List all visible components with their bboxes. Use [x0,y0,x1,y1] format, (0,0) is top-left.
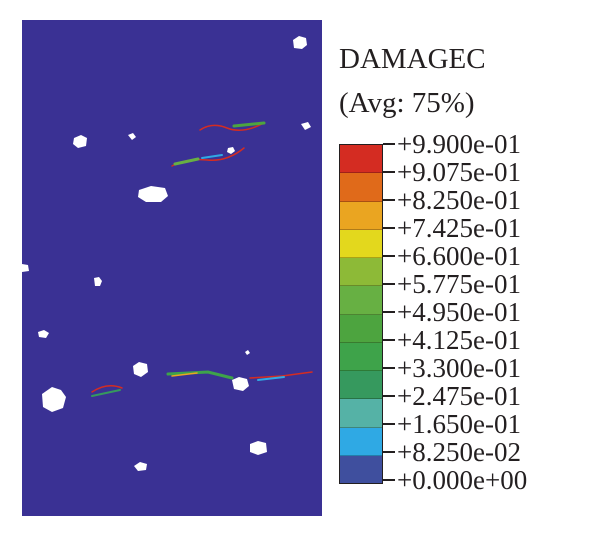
crack [91,385,123,393]
legend-tick [383,255,395,257]
legend-swatch [340,258,382,287]
void [133,362,148,377]
void [134,462,147,471]
legend-tick-label: +0.000e+00 [397,465,528,495]
void [301,122,311,130]
legend-tick-label: +2.475e-01 [397,381,521,411]
void [94,277,102,286]
legend-swatch [340,201,382,230]
crack [166,370,234,380]
void [250,441,267,455]
legend-tick-label: +4.125e-01 [397,325,521,355]
legend-tick [383,395,395,397]
voids [22,36,311,471]
crack [201,154,223,159]
cracks [91,121,313,397]
legend-tick-label: +8.250e-02 [397,437,521,467]
crack [91,389,121,397]
legend-color-bar [339,144,383,484]
void [138,186,168,202]
specimen-background [22,20,322,516]
void [42,387,66,412]
crack [257,376,285,381]
void [22,264,29,272]
legend-tick-label: +5.775e-01 [397,269,521,299]
legend-swatch [340,399,382,428]
legend-swatch [340,145,382,174]
legend-tick-label: +9.900e-01 [397,129,521,159]
void [227,147,235,154]
legend-tick [383,423,395,425]
legend-tick-label: +1.650e-01 [397,409,521,439]
legend-tick [383,339,395,341]
legend-swatch [340,455,382,483]
legend-tick [383,283,395,285]
contour-plot [22,20,322,516]
legend-tick [383,451,395,453]
legend-tick-label: +6.600e-01 [397,241,521,271]
crack [171,372,198,377]
legend-tick [383,171,395,173]
void [245,350,250,355]
legend-tick [383,143,395,145]
legend-swatch [340,342,382,371]
legend-swatch [340,229,382,258]
void [38,330,49,338]
legend-tick [383,227,395,229]
void [128,133,136,140]
legend-tick [383,479,395,481]
crack [199,123,263,131]
legend-swatch [340,286,382,315]
legend-tick-label: +3.300e-01 [397,353,521,383]
crack [249,371,313,379]
legend-subtitle: (Avg: 75%) [339,87,475,119]
void [232,377,249,391]
legend-title: DAMAGEC [339,43,486,75]
crack [173,157,200,166]
legend-tick-label: +4.950e-01 [397,297,521,327]
legend-swatch [340,173,382,202]
void [73,135,87,148]
legend-swatch [340,371,382,400]
void [293,36,307,49]
legend-tick-label: +8.250e-01 [397,185,521,215]
legend-tick [383,367,395,369]
legend-swatch [340,314,382,343]
legend-tick [383,311,395,313]
crack [232,121,266,128]
legend-tick [383,199,395,201]
legend-tick-label: +9.075e-01 [397,157,521,187]
legend-swatch [340,427,382,456]
legend-tick-label: +7.425e-01 [397,213,521,243]
